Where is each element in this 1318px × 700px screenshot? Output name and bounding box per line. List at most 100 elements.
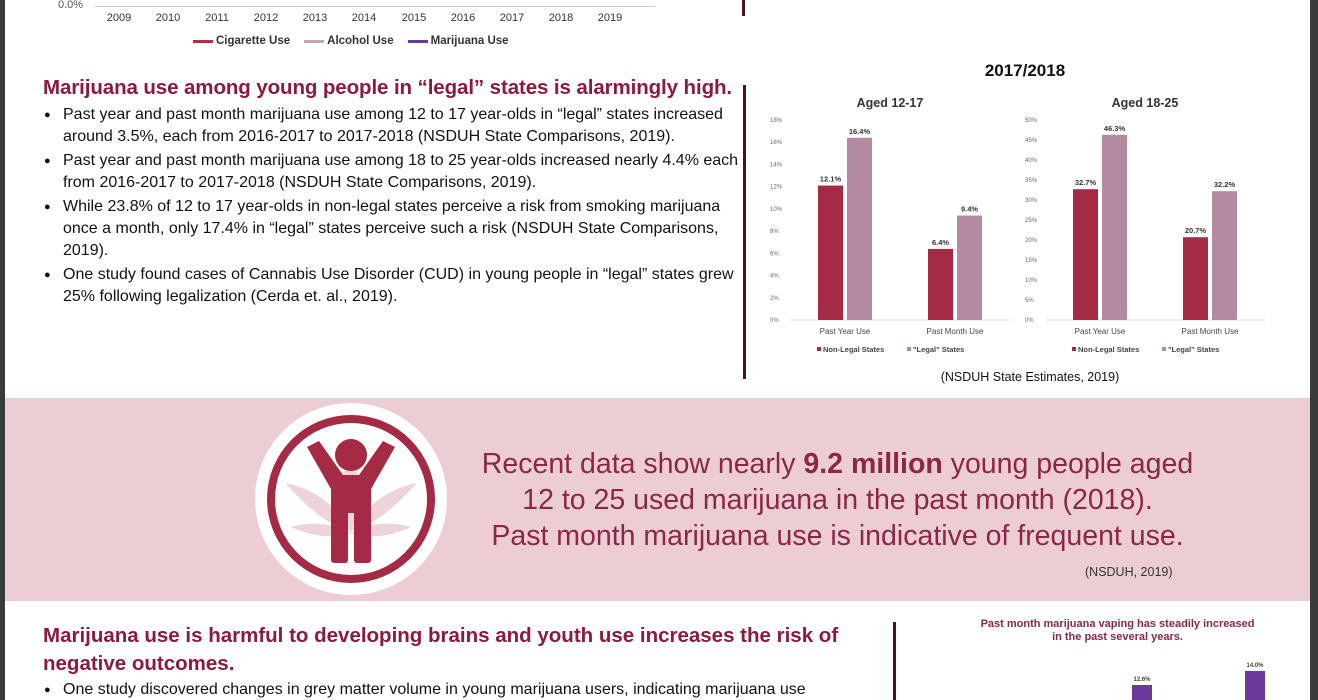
legend-label: Non-Legal States [823, 345, 884, 354]
y-tick-label: 35% [1025, 178, 1038, 184]
legend-label: Cigarette Use [216, 35, 291, 47]
legend-label: Marijuana Use [430, 35, 509, 47]
year-tick: 2009 [106, 12, 132, 24]
year-tick: 2017 [499, 12, 525, 24]
y-tick-label: 25% [1025, 218, 1038, 224]
y-tick-label: 5% [1025, 298, 1034, 304]
bar-chart-aged-12-17: 0% 2% 4% 6% 8% 10% 12% 14% 16% 18% 12.1% 16.4% Past … [770, 118, 1010, 354]
y-tick-label: 6% [770, 251, 779, 257]
legend-swatch [304, 39, 325, 43]
x-tick-label: Past Year Use [820, 327, 871, 336]
legend-label: Alcohol Use [327, 35, 394, 47]
bar [1245, 671, 1265, 700]
banner-highlight-number: 9.2 million [803, 448, 943, 480]
year-tick: 2013 [302, 12, 328, 24]
list-item: Past year and past month marijuana use a… [43, 104, 743, 149]
y-tick-label: 20% [1025, 238, 1038, 244]
banner-text-post: young people aged [942, 448, 1194, 480]
year-tick: 2010 [155, 12, 181, 24]
bar [847, 137, 872, 320]
section1-bullet-list: Past year and past month marijuana use a… [43, 104, 743, 310]
chart-title: 2017/2018 [984, 61, 1066, 80]
data-label: 9.4% [961, 205, 978, 214]
y-tick-label: 14% [770, 162, 783, 168]
bar [957, 215, 982, 320]
right-window-edge [1310, 0, 1318, 700]
legend-swatch [1162, 347, 1166, 351]
y-tick-label: 15% [1025, 258, 1038, 264]
chart-source-note: (NSDUH State Estimates, 2019) [940, 370, 1120, 384]
data-label: 32.2% [1214, 180, 1236, 189]
banner-text-pre: Recent data show nearly [481, 448, 804, 480]
column-divider [893, 622, 896, 700]
bar-chart-aged-18-25: 0% 5% 10% 15% 20% 25% 30% 35% 40% 45% 50% 32.7% 46.3… [1025, 118, 1265, 354]
data-label: 12.1% [820, 175, 842, 184]
year-tick: 2016 [450, 12, 476, 24]
year-tick: 2019 [597, 12, 623, 24]
year-tick: 2012 [253, 12, 279, 24]
banner-line-3: Past month marijuana use is indicative o… [491, 520, 1184, 552]
y-tick-label: 10% [770, 207, 783, 213]
section2-bullet-list: One study discovered changes in grey mat… [43, 679, 883, 700]
data-label: 14.0% [1246, 663, 1264, 669]
data-label: 12.6% [1133, 677, 1151, 683]
legend-label: "Legal" States [913, 345, 964, 354]
list-item: One study discovered changes in grey mat… [43, 679, 883, 700]
child-with-cannabis-leaf-icon [255, 403, 447, 595]
bar [1132, 685, 1152, 700]
legend-item-marijuana: Marijuana Use [407, 35, 509, 47]
legend-swatch [817, 347, 821, 351]
legend-swatch [1072, 347, 1076, 351]
bar [1212, 191, 1237, 320]
y-tick-label: 0% [770, 318, 779, 324]
banner-line-1: Recent data show nearly 9.2 million youn… [445, 446, 1230, 482]
top-chart-axis: 0.0% 2009 2010 2011 2012 2013 2014 2015 … [58, 0, 658, 60]
section-heading-legal-states: Marijuana use among young people in “leg… [43, 76, 733, 99]
bar [818, 185, 843, 320]
year-tick: 2018 [548, 12, 574, 24]
bar [1073, 189, 1098, 320]
y-tick-label: 30% [1025, 198, 1038, 204]
y-tick-label: 40% [1025, 158, 1038, 164]
year-tick: 2014 [351, 12, 377, 24]
y-tick-label: 12% [770, 185, 783, 191]
y-tick-label: 0% [1025, 318, 1034, 324]
data-label: 16.4% [849, 127, 871, 136]
x-tick-label: Past Month Use [927, 327, 984, 336]
y-tick-label: 8% [770, 229, 779, 235]
top-chart-baseline [95, 6, 655, 7]
legend-label: Non-Legal States [1078, 345, 1139, 354]
list-item: One study found cases of Cannabis Use Di… [43, 264, 743, 309]
section-heading-developing-brains: Marijuana use is harmful to developing b… [43, 624, 839, 675]
y-tick-label: 10% [1025, 278, 1038, 284]
y-tick-label: 2% [770, 296, 779, 302]
bar [1183, 237, 1208, 320]
legend-item-alcohol: Alcohol Use [304, 35, 394, 47]
y-tick-label: 45% [1025, 138, 1038, 144]
vaping-chart-title: Past month marijuana vaping has steadily… [980, 618, 1255, 643]
legend-swatch [193, 39, 213, 43]
legend-label: "Legal" States [1168, 345, 1219, 354]
banner-line-2: 12 to 25 used marijuana in the past mont… [522, 484, 1153, 516]
y-tick-label: 50% [1025, 118, 1038, 124]
y-tick-label: 16% [770, 140, 783, 146]
data-label: 46.3% [1104, 124, 1126, 133]
banner-statement: Recent data show nearly 9.2 million youn… [445, 446, 1230, 554]
bar [1102, 134, 1127, 320]
data-label: 20.7% [1185, 226, 1207, 235]
legend-item-cigarette: Cigarette Use [193, 35, 290, 47]
x-tick-label: Past Month Use [1182, 327, 1239, 336]
banner-source: (NSDUH, 2019) [1085, 565, 1173, 579]
bar [928, 248, 953, 320]
data-label: 6.4% [932, 238, 949, 247]
y-tick-label: 18% [770, 118, 783, 124]
x-tick-label: Past Year Use [1075, 327, 1126, 336]
bar-chart-vaping: 12.6% 14.0% [1132, 663, 1265, 700]
column-divider [743, 85, 746, 379]
data-label: 32.7% [1075, 178, 1097, 187]
left-window-edge [0, 0, 5, 700]
chart-subtitle-12-17: Aged 12-17 [856, 96, 924, 110]
list-item: While 23.8% of 12 to 17 year-olds in non… [43, 196, 743, 263]
year-tick: 2011 [205, 12, 229, 24]
top-chart-y-zero-label: 0.0% [58, 0, 84, 11]
